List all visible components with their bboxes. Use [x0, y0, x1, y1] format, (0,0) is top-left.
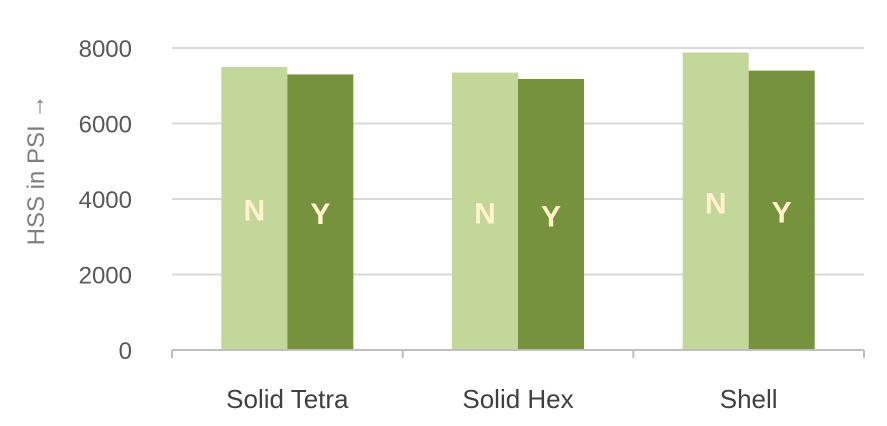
- bar-label: N: [243, 194, 265, 227]
- y-tick-label: 8000: [79, 36, 132, 63]
- bar-label: Y: [541, 200, 561, 233]
- bar: [452, 72, 518, 350]
- y-axis-label: HSS in PSI →: [23, 95, 50, 246]
- y-tick-label: 2000: [79, 263, 132, 290]
- y-tick-labels: 0 2000 4000 6000 8000: [79, 36, 132, 365]
- bars: [221, 52, 815, 351]
- bar-label: N: [705, 187, 727, 220]
- y-tick-label: 0: [119, 338, 132, 365]
- x-axis: [171, 349, 865, 358]
- bar: [518, 78, 584, 350]
- bar-label: N: [474, 197, 496, 230]
- bar-label: Y: [310, 198, 330, 231]
- x-tick-labels: Solid Tetra Solid Hex Shell: [226, 384, 777, 414]
- y-tick-label: 6000: [79, 112, 132, 139]
- x-tick-label: Shell: [720, 384, 778, 414]
- bar-label: Y: [772, 196, 792, 229]
- x-tick-label: Solid Hex: [462, 384, 573, 414]
- bar: [682, 52, 749, 350]
- y-tick-label: 4000: [79, 187, 132, 214]
- bar: [221, 66, 288, 350]
- bar: [287, 74, 354, 351]
- x-tick-label: Solid Tetra: [226, 384, 349, 414]
- bar: [748, 70, 815, 351]
